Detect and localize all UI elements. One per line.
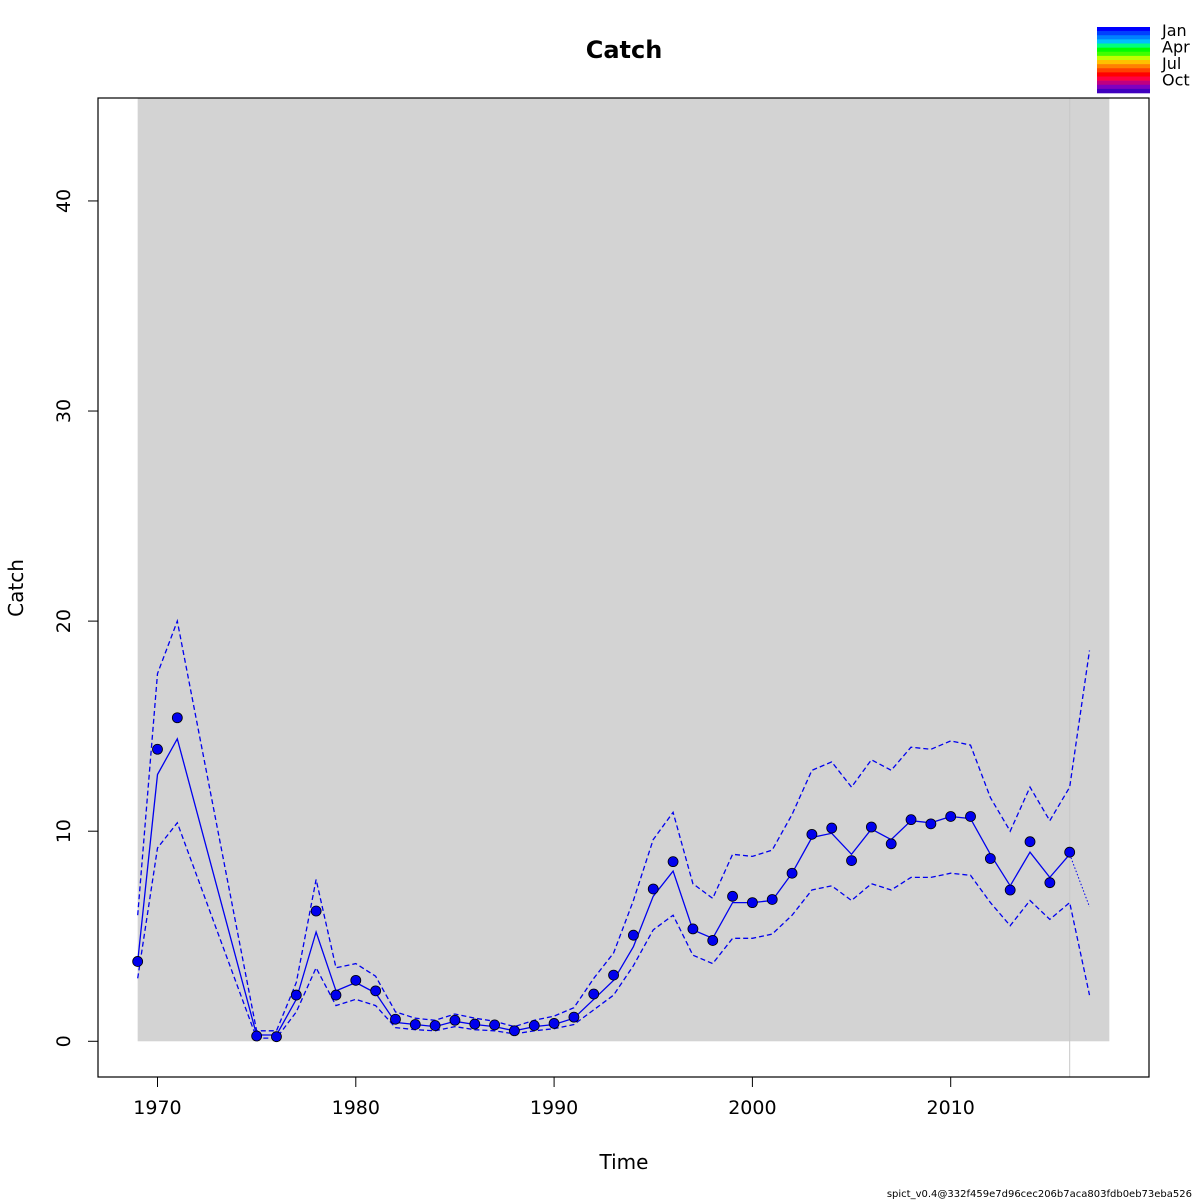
- observed-catch-point: [628, 929, 639, 941]
- x-axis: 1970 1980 1990 2000 2010: [133, 1076, 975, 1119]
- observed-catch-point: [965, 811, 976, 822]
- observed-catch-point: [171, 712, 183, 724]
- upper-ci-line: [137, 618, 1091, 1032]
- fitted-catch-line: [137, 737, 1071, 1036]
- observed-catch-point: [707, 935, 719, 946]
- observed-catch-point: [1064, 846, 1076, 858]
- legend-color-swatch: [1097, 68, 1150, 73]
- observed-catch-point: [905, 814, 917, 826]
- y-tick-label: 40: [53, 189, 75, 213]
- legend-color-swatch: [1097, 31, 1150, 36]
- legend-color-swatch: [1097, 27, 1150, 32]
- legend-color-swatch: [1097, 60, 1150, 65]
- observed-catch-point: [588, 988, 600, 1000]
- observed-catch-point: [647, 883, 659, 895]
- lower-ci-line: [137, 821, 1091, 1039]
- observed-catch-point: [152, 743, 163, 755]
- observed-catch-point: [548, 1018, 560, 1029]
- observed-catch-point: [528, 1020, 540, 1031]
- observed-catch-point: [746, 897, 758, 909]
- observed-catch-point: [865, 821, 877, 833]
- observed-catch-point: [608, 969, 619, 981]
- observed-catch-point: [489, 1019, 501, 1031]
- legend-color-swatch: [1097, 35, 1150, 40]
- legend-month-label: Apr: [1162, 38, 1190, 57]
- observed-catch-point: [469, 1018, 481, 1030]
- legend-color-swatch: [1097, 72, 1150, 77]
- observed-catch-point: [806, 828, 818, 840]
- y-tick-label: 10: [53, 819, 75, 843]
- observed-catch-point: [509, 1025, 520, 1037]
- y-tick-label: 20: [53, 609, 75, 633]
- x-tick-label: 2000: [728, 1097, 776, 1119]
- observed-catch-point: [984, 853, 996, 864]
- observed-catch-point: [449, 1014, 461, 1026]
- observed-catch-point: [350, 974, 362, 986]
- y-axis-label: Catch: [4, 559, 28, 617]
- legend-color-swatch: [1097, 43, 1150, 48]
- observed-catch-point: [1004, 884, 1016, 896]
- shaded-data-region: [137, 98, 1110, 1042]
- observed-catch-point: [667, 856, 679, 868]
- observed-catch-point: [727, 890, 738, 902]
- observed-catch-point: [826, 822, 838, 834]
- observed-catch-point: [370, 985, 382, 997]
- legend-month-label: Jan: [1161, 21, 1187, 40]
- x-tick-label: 1980: [332, 1097, 380, 1119]
- observed-catch-point: [568, 1011, 580, 1023]
- observed-catch-point: [409, 1019, 421, 1030]
- x-tick-label: 1990: [530, 1097, 578, 1119]
- x-tick-label: 2010: [927, 1097, 975, 1119]
- legend-color-swatch: [1097, 80, 1150, 86]
- y-tick-label: 30: [53, 399, 75, 423]
- legend-color-swatch: [1097, 55, 1150, 61]
- legend-color-swatch: [1097, 64, 1150, 69]
- observed-catch-point: [330, 989, 342, 1001]
- observed-catch-point: [945, 811, 957, 822]
- observed-catch-point: [846, 855, 857, 867]
- observed-catch-point: [390, 1013, 401, 1025]
- observed-catch-point: [251, 1030, 263, 1042]
- observed-catch-point: [885, 838, 897, 850]
- observed-catch-point: [766, 894, 778, 905]
- observed-catch-point: [132, 956, 144, 967]
- plot-layer: [132, 98, 1110, 1077]
- legend-color-swatch: [1097, 47, 1150, 53]
- observed-catch-point: [1044, 877, 1056, 889]
- legend-color-swatch: [1097, 88, 1150, 94]
- observed-catch-point: [786, 867, 798, 879]
- observed-catch-point: [271, 1031, 282, 1043]
- observed-catch-point: [310, 905, 322, 917]
- observed-catch-point: [925, 818, 937, 830]
- observed-catch-point: [1024, 836, 1036, 848]
- footer-version-text: spict_v0.4@332f459e7d96cec206b7aca803fdb…: [887, 1189, 1192, 1200]
- observed-catch-point: [429, 1020, 441, 1031]
- y-axis: 0 10 20 30 40: [53, 189, 99, 1047]
- observed-catch-point: [687, 923, 699, 935]
- x-axis-label: Time: [599, 1150, 649, 1174]
- legend-color-swatch: [1097, 76, 1150, 81]
- legend-color-swatch: [1097, 84, 1150, 90]
- chart-title: Catch: [586, 36, 663, 64]
- legend-month-label: Jul: [1161, 54, 1181, 73]
- legend-month-label: Oct: [1162, 71, 1190, 90]
- legend-color-swatch: [1097, 39, 1150, 44]
- x-tick-label: 1970: [133, 1097, 181, 1119]
- legend-color-swatch: [1097, 51, 1150, 57]
- forecast-line: [1069, 854, 1090, 907]
- y-tick-label: 0: [53, 1035, 75, 1047]
- observed-catch-point: [290, 989, 302, 1001]
